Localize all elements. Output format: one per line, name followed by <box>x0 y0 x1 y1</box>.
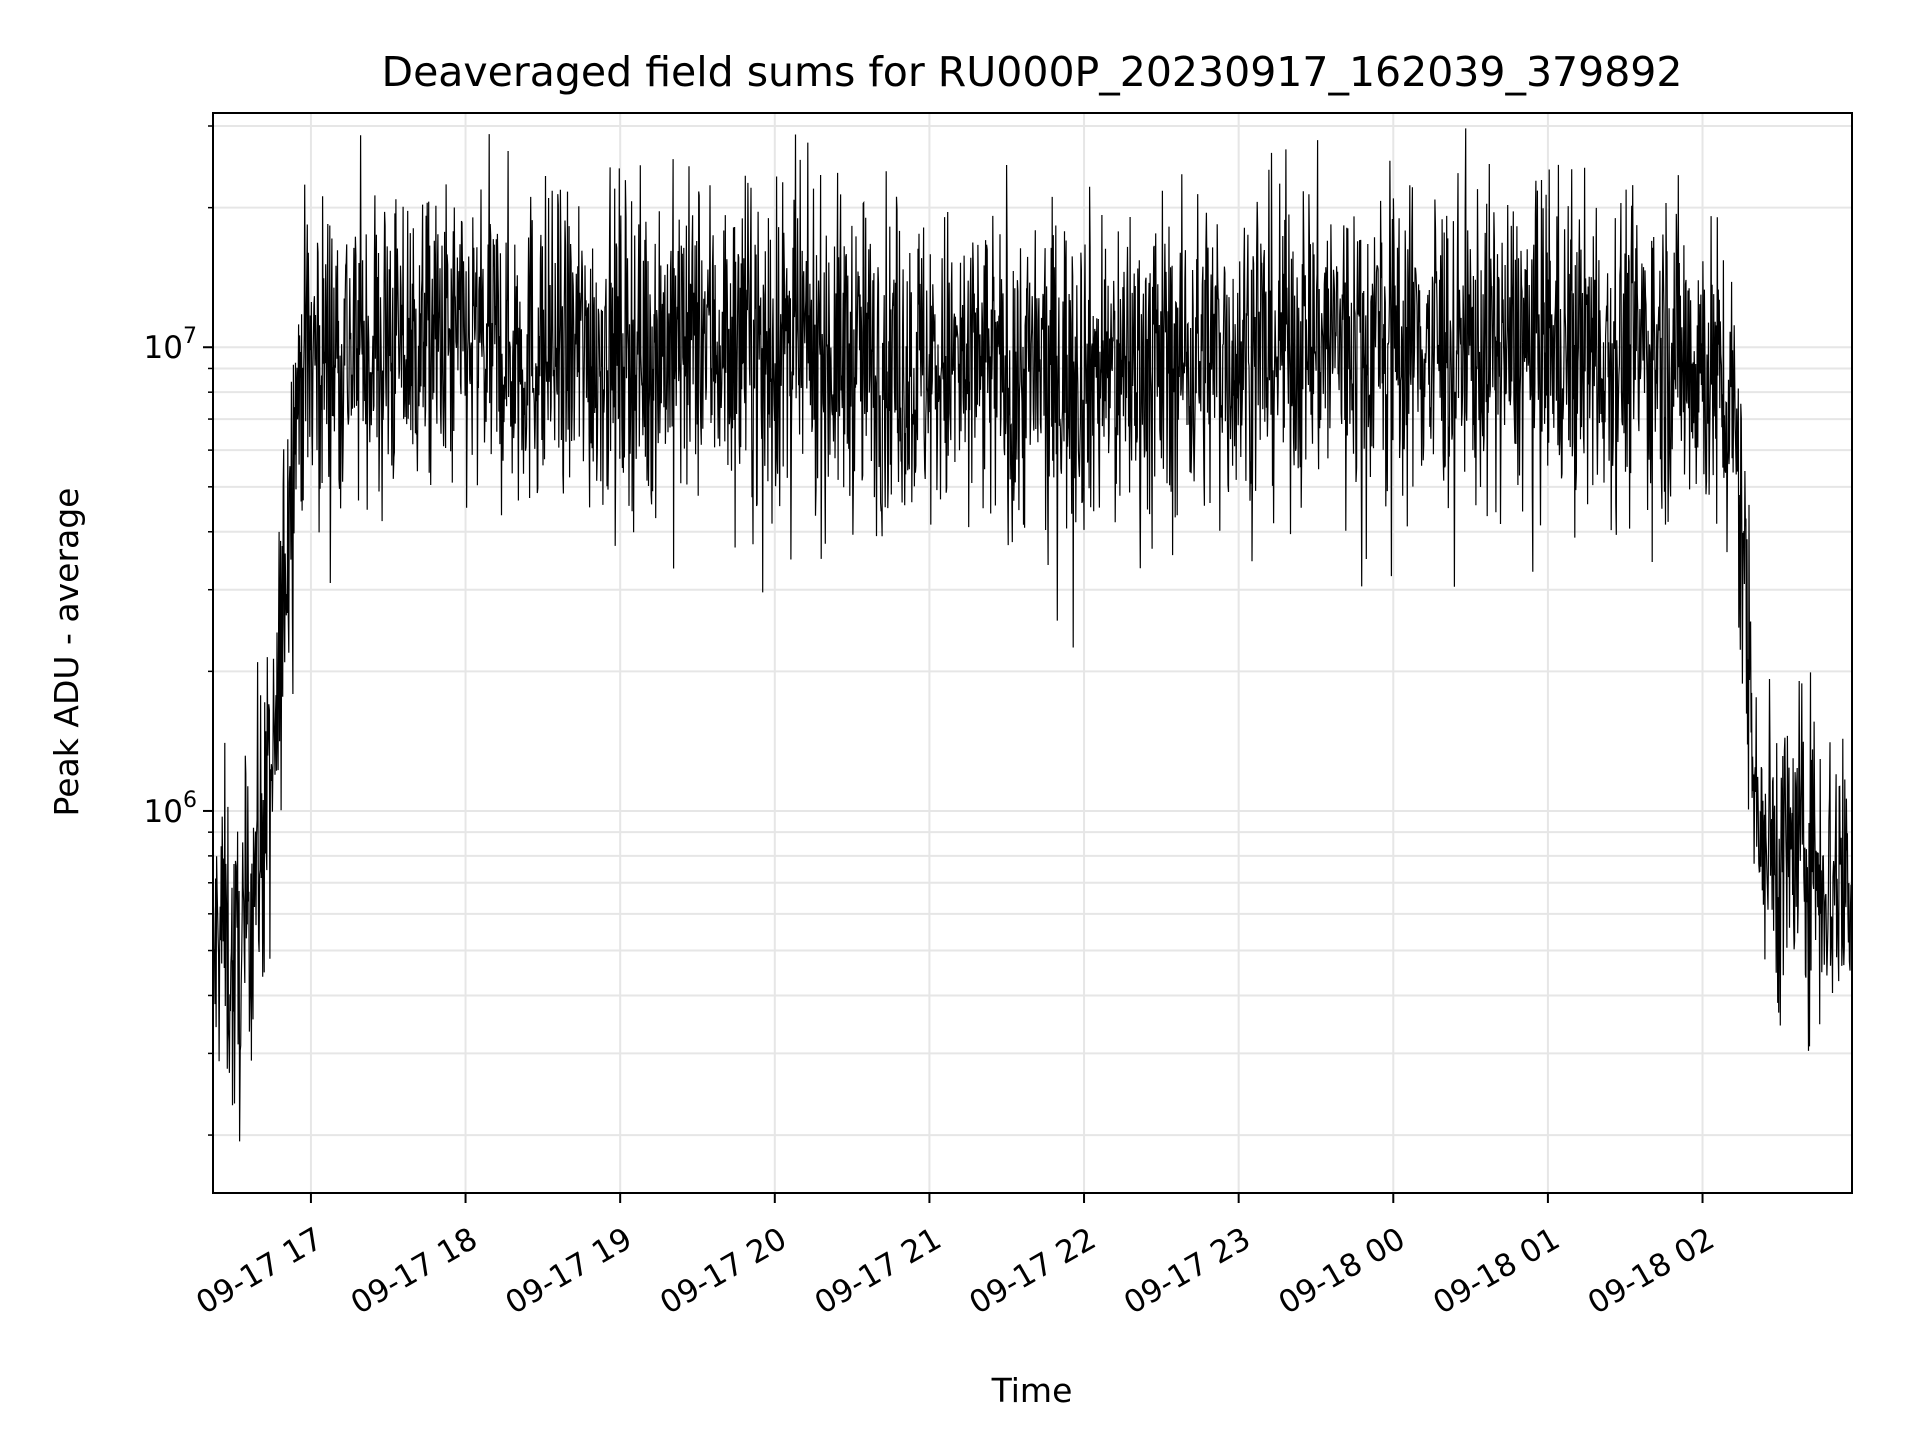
series <box>212 128 1853 1142</box>
y-tick-label-exponent: 7 <box>183 324 197 349</box>
y-tick-label-exponent: 6 <box>183 788 197 813</box>
y-tick-label-base: 10 <box>144 330 183 366</box>
y-tick-label: 107 <box>144 324 197 366</box>
y-tick-label: 106 <box>144 788 197 830</box>
x-axis-label: Time <box>991 1371 1073 1410</box>
plot-frame <box>212 112 1853 1194</box>
y-tick-label-base: 10 <box>144 794 183 830</box>
y-axis-label: Peak ADU - average <box>47 488 86 817</box>
series-line <box>212 128 1853 1142</box>
chart-title: Deaveraged field sums for RU000P_2023091… <box>382 48 1683 96</box>
